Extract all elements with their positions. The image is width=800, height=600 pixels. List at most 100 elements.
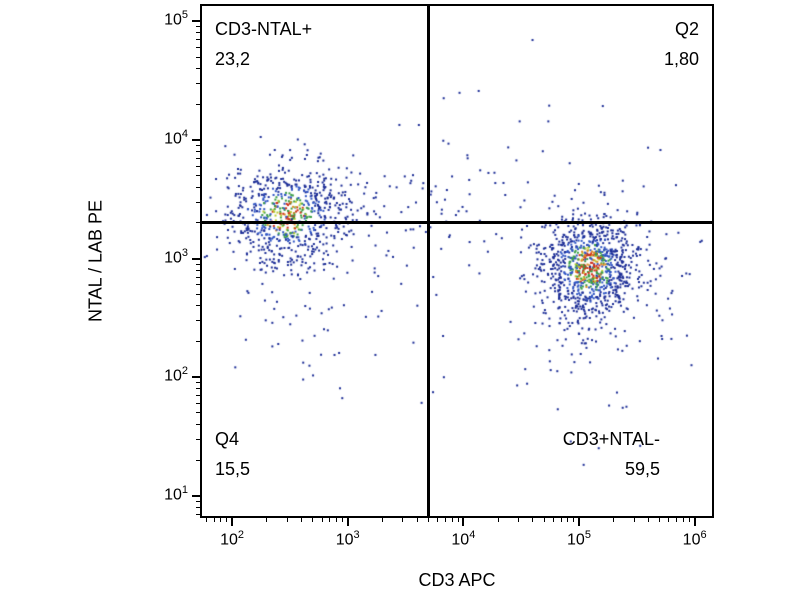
x-minor-tick — [668, 518, 670, 522]
quadrant-bottom-left-percent: 15,5 — [215, 459, 251, 479]
y-tick-label: 102 — [164, 365, 188, 385]
y-minor-tick — [196, 276, 200, 278]
x-minor-tick — [688, 518, 690, 522]
x-minor-tick — [648, 518, 650, 522]
y-minor-tick — [196, 320, 200, 322]
y-minor-tick — [196, 144, 200, 146]
y-minor-tick — [196, 103, 200, 105]
y-minor-tick — [196, 263, 200, 265]
y-minor-tick — [196, 293, 200, 295]
x-minor-tick — [457, 518, 459, 522]
x-minor-tick — [321, 518, 323, 522]
x-major-tick — [231, 518, 234, 526]
x-major-tick — [346, 518, 349, 526]
y-minor-tick — [196, 513, 200, 515]
y-major-tick — [192, 257, 200, 260]
x-minor-tick — [416, 518, 418, 522]
y-minor-tick — [196, 47, 200, 49]
y-minor-tick — [196, 423, 200, 425]
x-minor-tick — [266, 518, 268, 522]
quadrant-top-left: CD3-NTAL+ 23,2 — [215, 14, 312, 74]
x-minor-tick — [402, 518, 404, 522]
x-minor-tick — [451, 518, 453, 522]
y-minor-tick — [196, 438, 200, 440]
y-minor-tick — [196, 165, 200, 167]
x-minor-tick — [573, 518, 575, 522]
y-minor-tick — [196, 201, 200, 203]
x-tick-label: 105 — [567, 529, 591, 549]
y-tick-label: 105 — [164, 9, 188, 29]
quadrant-top-right: Q2 1,80 — [664, 14, 699, 74]
y-axis-label: NTAL / LAB PE — [85, 199, 106, 323]
y-minor-tick — [196, 388, 200, 390]
y-minor-tick — [196, 403, 200, 405]
y-minor-tick — [196, 68, 200, 70]
y-minor-tick — [196, 157, 200, 159]
cd3-quadrant-gate-line — [427, 6, 431, 516]
x-major-tick — [462, 518, 465, 526]
x-minor-tick — [613, 518, 615, 522]
x-tick-label: 106 — [682, 529, 707, 549]
x-minor-tick — [560, 518, 562, 522]
y-minor-tick — [196, 56, 200, 58]
x-minor-tick — [552, 518, 554, 522]
y-minor-tick — [196, 412, 200, 414]
x-minor-tick — [497, 518, 499, 522]
y-tick-label: 103 — [164, 246, 188, 266]
y-tick-label: 101 — [164, 483, 188, 504]
quadrant-top-left-label: CD3-NTAL+ — [215, 19, 313, 39]
quadrant-bottom-left-label: Q4 — [215, 429, 240, 449]
x-minor-tick — [220, 518, 222, 522]
x-tick-label: 102 — [220, 529, 245, 549]
x-minor-tick — [213, 518, 215, 522]
y-major-tick — [192, 494, 200, 497]
x-minor-tick — [437, 518, 439, 522]
x-minor-tick — [205, 518, 207, 522]
x-minor-tick — [329, 518, 331, 522]
y-minor-tick — [196, 500, 200, 502]
y-minor-tick — [196, 175, 200, 177]
quadrant-bottom-right-percent: 59,5 — [624, 459, 660, 479]
x-minor-tick — [659, 518, 661, 522]
quadrant-bottom-right-label: CD3+NTAL- — [562, 429, 660, 449]
quadrant-top-right-percent: 1,80 — [663, 49, 699, 69]
y-major-tick — [192, 20, 200, 23]
y-minor-tick — [196, 459, 200, 461]
y-minor-tick — [196, 305, 200, 307]
y-minor-tick — [196, 82, 200, 84]
x-minor-tick — [518, 518, 520, 522]
y-minor-tick — [196, 382, 200, 384]
y-minor-tick — [196, 284, 200, 286]
x-minor-tick — [532, 518, 534, 522]
x-minor-tick — [633, 518, 635, 522]
ntal-quadrant-gate-line — [202, 221, 712, 225]
y-minor-tick — [196, 269, 200, 271]
y-minor-tick — [196, 26, 200, 28]
x-minor-tick — [444, 518, 446, 522]
x-minor-tick — [226, 518, 228, 522]
quadrant-top-right-label: Q2 — [674, 19, 699, 39]
y-minor-tick — [196, 341, 200, 343]
x-major-tick — [693, 518, 696, 526]
y-major-tick — [192, 139, 200, 142]
x-minor-tick — [543, 518, 545, 522]
quadrant-bottom-left: Q4 15,5 — [215, 424, 250, 484]
x-tick-label: 103 — [335, 529, 360, 549]
x-tick-label: 104 — [451, 529, 476, 549]
y-minor-tick — [196, 186, 200, 188]
x-minor-tick — [682, 518, 684, 522]
y-minor-tick — [196, 39, 200, 41]
x-minor-tick — [341, 518, 343, 522]
x-minor-tick — [676, 518, 678, 522]
quadrant-bottom-right: CD3+NTAL- 59,5 — [563, 424, 660, 484]
x-minor-tick — [286, 518, 288, 522]
y-minor-tick — [196, 395, 200, 397]
y-minor-tick — [196, 222, 200, 224]
y-major-tick — [192, 376, 200, 379]
y-minor-tick — [196, 32, 200, 34]
x-minor-tick — [312, 518, 314, 522]
y-minor-tick — [196, 151, 200, 153]
x-major-tick — [578, 518, 580, 526]
y-minor-tick — [196, 506, 200, 508]
